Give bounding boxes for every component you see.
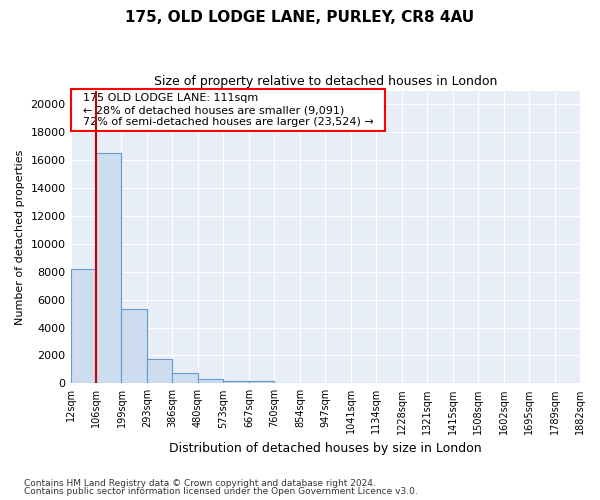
Bar	[71, 269, 96, 384]
Text: 175 OLD LODGE LANE: 111sqm
  ← 28% of detached houses are smaller (9,091)
  72% : 175 OLD LODGE LANE: 111sqm ← 28% of deta…	[76, 94, 380, 126]
X-axis label: Distribution of detached houses by size in London: Distribution of detached houses by size …	[169, 442, 482, 455]
Bar	[121, 310, 147, 384]
Bar	[223, 380, 249, 384]
Bar	[198, 379, 223, 384]
Y-axis label: Number of detached properties: Number of detached properties	[15, 149, 25, 324]
Bar	[249, 381, 274, 384]
Bar	[96, 154, 121, 384]
Title: Size of property relative to detached houses in London: Size of property relative to detached ho…	[154, 75, 497, 88]
Text: Contains public sector information licensed under the Open Government Licence v3: Contains public sector information licen…	[24, 487, 418, 496]
Bar	[147, 359, 172, 384]
Bar	[172, 373, 198, 384]
Text: 175, OLD LODGE LANE, PURLEY, CR8 4AU: 175, OLD LODGE LANE, PURLEY, CR8 4AU	[125, 10, 475, 25]
Text: Contains HM Land Registry data © Crown copyright and database right 2024.: Contains HM Land Registry data © Crown c…	[24, 478, 376, 488]
